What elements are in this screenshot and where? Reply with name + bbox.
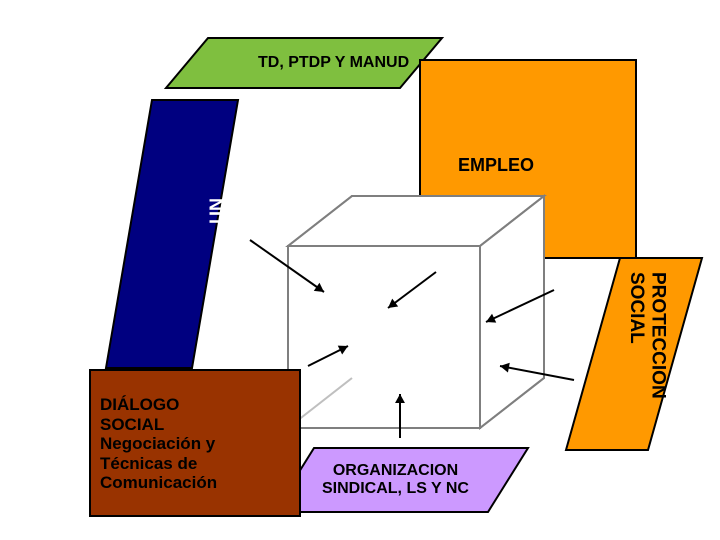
organizacion-line2: SINDICAL, LS Y NC	[322, 480, 469, 497]
empleo-label: EMPLEO	[458, 155, 534, 176]
dialogo-label: DIÁLOGO SOCIAL Negociación y Técnicas de…	[100, 395, 217, 493]
organizacion-label: ORGANIZACION SINDICAL, LS Y NC	[322, 462, 469, 499]
organizacion-line1: ORGANIZACION	[333, 462, 458, 479]
nit-parallelogram	[106, 100, 238, 368]
dialogo-line-2: Negociación y	[100, 434, 215, 453]
dialogo-line-1: SOCIAL	[100, 415, 164, 434]
top-title-label: TD, PTDP Y MANUD	[258, 54, 409, 72]
dialogo-line-4: Comunicación	[100, 473, 217, 492]
cube-front	[288, 246, 480, 428]
proteccion-line2: SOCIAL	[626, 272, 647, 344]
proteccion-line1: PROTECCION	[648, 272, 669, 399]
dialogo-line-0: DIÁLOGO	[100, 395, 179, 414]
nit-label: NIT	[205, 198, 226, 227]
dialogo-line-3: Técnicas de	[100, 454, 197, 473]
proteccion-label: PROTECCION SOCIAL	[625, 272, 669, 399]
